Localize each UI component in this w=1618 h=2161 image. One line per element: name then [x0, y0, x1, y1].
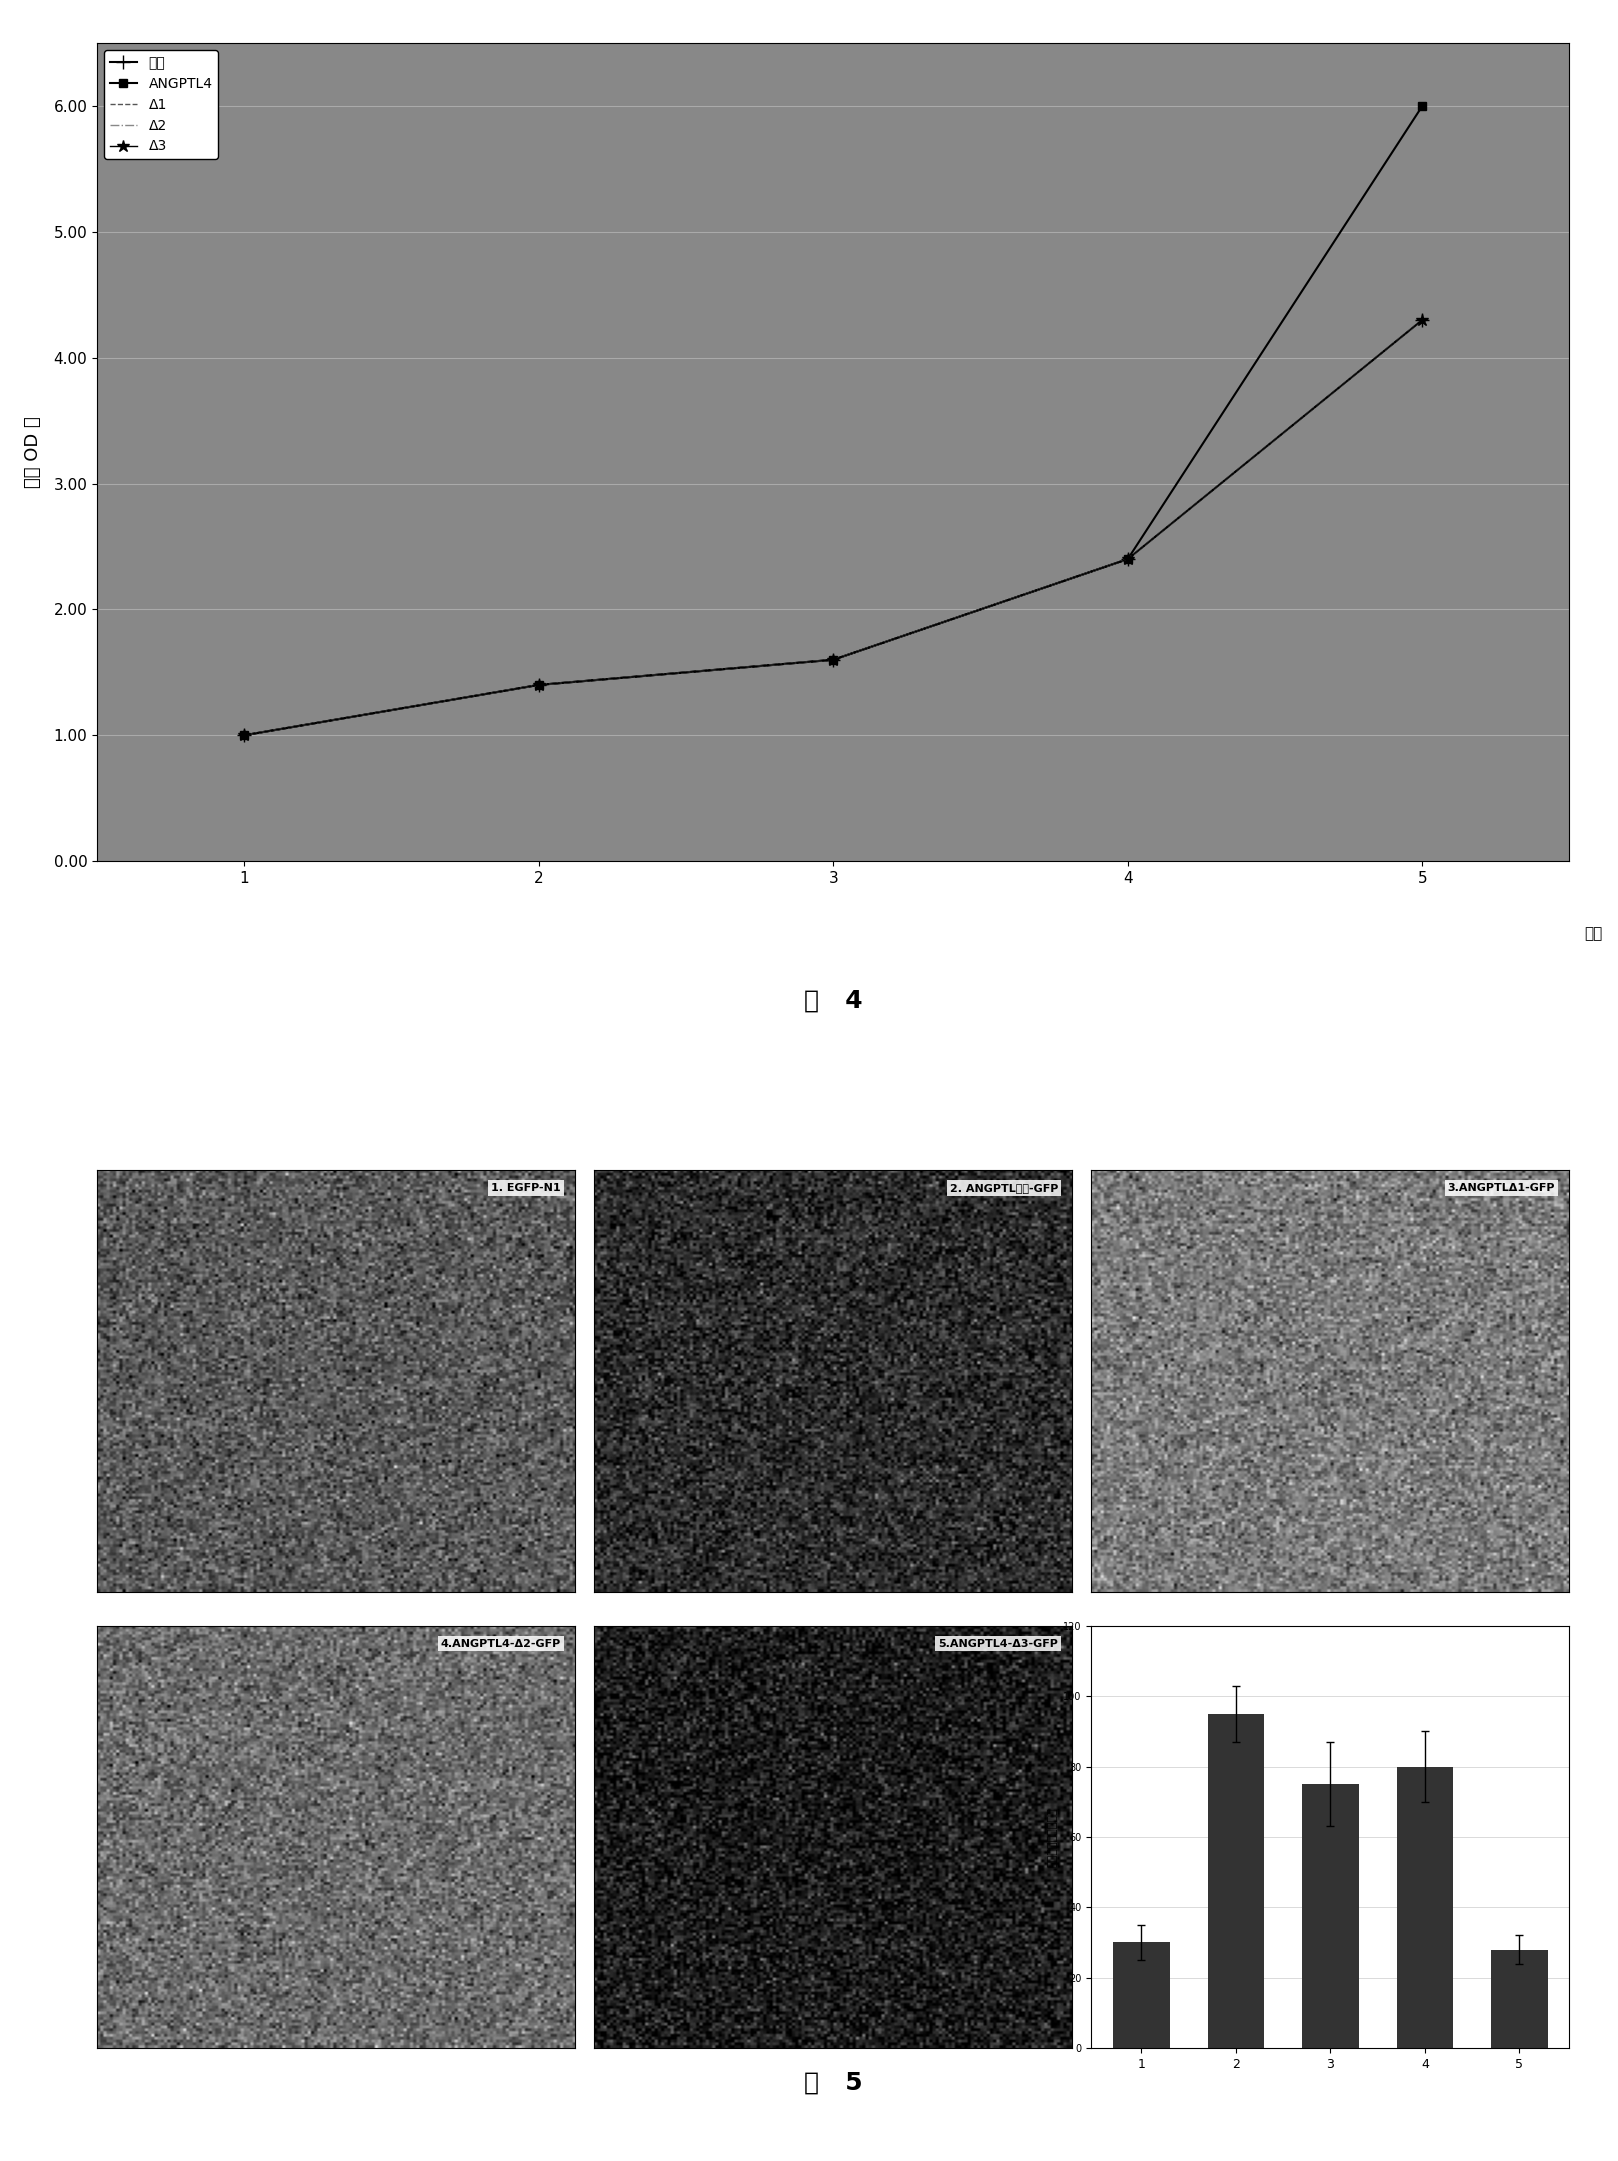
- Y-axis label: 相对 OD 值: 相对 OD 值: [24, 417, 42, 488]
- Text: 1. EGFP-N1: 1. EGFP-N1: [492, 1182, 561, 1193]
- Δ2: [824, 646, 843, 672]
- Line: Δ2: Δ2: [244, 320, 1422, 735]
- Δ2: [529, 672, 549, 698]
- 空载: [1118, 547, 1137, 573]
- Bar: [1302, 1785, 1359, 2049]
- ANGPTL4: [824, 646, 843, 672]
- Δ1: [824, 646, 843, 672]
- Δ3: [235, 722, 254, 748]
- Line: ANGPTL4: ANGPTL4: [239, 102, 1427, 739]
- Legend: 空载, ANGPTL4, Δ1, Δ2, Δ3: 空载, ANGPTL4, Δ1, Δ2, Δ3: [104, 50, 218, 160]
- ANGPTL4: [1118, 547, 1137, 573]
- Δ3: [824, 646, 843, 672]
- Δ3: [529, 672, 549, 698]
- Text: 3.ANGPTLΔ1-GFP: 3.ANGPTLΔ1-GFP: [1448, 1182, 1555, 1193]
- Bar: [1396, 1768, 1453, 2049]
- 空载: [824, 646, 843, 672]
- Line: Δ3: Δ3: [238, 313, 1429, 741]
- ANGPTL4: [235, 722, 254, 748]
- Text: 2. ANGPTL全长-GFP: 2. ANGPTL全长-GFP: [950, 1182, 1058, 1193]
- Δ1: [1118, 547, 1137, 573]
- Line: 空载: 空载: [238, 313, 1429, 741]
- 空载: [1413, 307, 1432, 333]
- Y-axis label: 迁移分析（细胞数）: 迁移分析（细胞数）: [1047, 1807, 1058, 1867]
- Δ2: [1413, 307, 1432, 333]
- Line: Δ1: Δ1: [244, 320, 1422, 735]
- Δ2: [235, 722, 254, 748]
- Δ1: [529, 672, 549, 698]
- Bar: [1207, 1714, 1264, 2049]
- Text: 4.ANGPTL4-Δ2-GFP: 4.ANGPTL4-Δ2-GFP: [440, 1638, 561, 1649]
- Text: 5.ANGPTL4-Δ3-GFP: 5.ANGPTL4-Δ3-GFP: [938, 1638, 1058, 1649]
- Δ1: [1413, 307, 1432, 333]
- Δ2: [1118, 547, 1137, 573]
- Δ1: [235, 722, 254, 748]
- Text: 天数: 天数: [1584, 927, 1602, 942]
- Text: 图   4: 图 4: [804, 990, 862, 1014]
- Bar: [1113, 1943, 1170, 2049]
- Text: 图   5: 图 5: [804, 2070, 862, 2094]
- 空载: [529, 672, 549, 698]
- Bar: [1492, 1949, 1548, 2049]
- ANGPTL4: [1413, 93, 1432, 119]
- Δ3: [1118, 547, 1137, 573]
- ANGPTL4: [529, 672, 549, 698]
- 空载: [235, 722, 254, 748]
- Δ3: [1413, 307, 1432, 333]
